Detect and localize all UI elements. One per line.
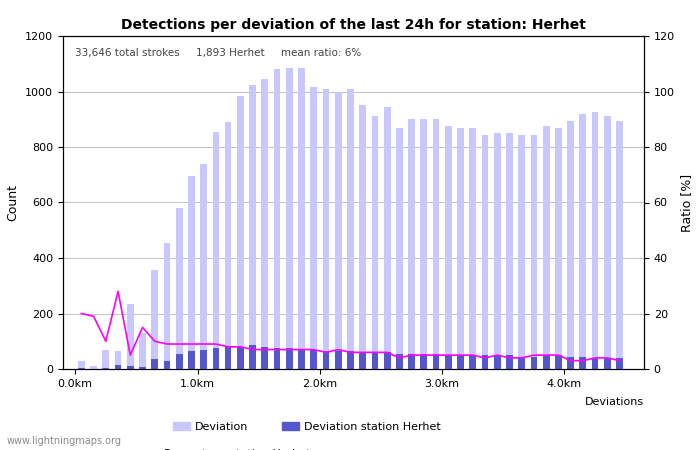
Bar (408, 354, 415, 369)
Bar (335, 351, 342, 369)
Bar (298, 68, 305, 369)
Bar (323, 351, 329, 369)
Bar (567, 121, 574, 369)
Bar (506, 133, 513, 369)
Bar (384, 107, 391, 369)
Bar (531, 135, 538, 369)
Bar (310, 350, 317, 369)
Bar (604, 358, 610, 369)
Bar (421, 354, 427, 369)
Bar (457, 355, 464, 369)
Bar (225, 122, 232, 369)
Bar (555, 127, 561, 369)
Bar (200, 164, 207, 369)
Bar (262, 79, 268, 369)
Bar (506, 355, 513, 369)
Bar (90, 366, 97, 369)
Bar (213, 132, 219, 369)
Bar (580, 356, 586, 369)
Bar (542, 126, 550, 369)
Bar (127, 366, 134, 369)
Bar (408, 119, 415, 369)
Bar (237, 347, 244, 369)
Bar (274, 348, 281, 369)
Y-axis label: Ratio [%]: Ratio [%] (680, 173, 694, 232)
Bar (127, 304, 134, 369)
Bar (616, 121, 623, 369)
Text: www.lightningmaps.org: www.lightningmaps.org (7, 436, 122, 446)
Bar (102, 350, 109, 369)
Bar (470, 355, 476, 369)
Y-axis label: Count: Count (6, 184, 20, 221)
Bar (616, 358, 623, 369)
Bar (372, 352, 378, 369)
Bar (518, 135, 525, 369)
Bar (494, 355, 500, 369)
Bar (531, 356, 538, 369)
Bar (445, 355, 452, 369)
Bar (592, 358, 598, 369)
Bar (151, 270, 158, 369)
Bar (567, 356, 574, 369)
Bar (249, 346, 256, 369)
Bar (323, 89, 329, 369)
Title: Detections per deviation of the last 24h for station: Herhet: Detections per deviation of the last 24h… (121, 18, 586, 32)
Legend: Percentage station Herhet: Percentage station Herhet (137, 445, 314, 450)
Bar (359, 352, 366, 369)
Text: 33,646 total strokes     1,893 Herhet     mean ratio: 6%: 33,646 total strokes 1,893 Herhet mean r… (75, 48, 361, 58)
Bar (274, 69, 281, 369)
Bar (213, 348, 219, 369)
Bar (78, 360, 85, 369)
Bar (433, 119, 440, 369)
Bar (102, 368, 109, 369)
Bar (518, 356, 525, 369)
Bar (249, 85, 256, 369)
Bar (482, 355, 489, 369)
Bar (188, 351, 195, 369)
Bar (115, 365, 121, 369)
Bar (494, 133, 500, 369)
Bar (347, 351, 354, 369)
Bar (164, 360, 170, 369)
Bar (555, 355, 561, 369)
Bar (200, 350, 207, 369)
Bar (164, 243, 170, 369)
Bar (139, 367, 146, 369)
Bar (286, 348, 293, 369)
Bar (421, 119, 427, 369)
Bar (396, 127, 402, 369)
Bar (237, 96, 244, 369)
Bar (482, 135, 489, 369)
Bar (470, 127, 476, 369)
Bar (262, 347, 268, 369)
Bar (310, 87, 317, 369)
Bar (433, 354, 440, 369)
Bar (604, 117, 610, 369)
Bar (396, 354, 402, 369)
Bar (457, 127, 464, 369)
Bar (151, 359, 158, 369)
Bar (298, 350, 305, 369)
Bar (372, 117, 378, 369)
Bar (592, 112, 598, 369)
Bar (139, 333, 146, 369)
Bar (542, 355, 550, 369)
Bar (176, 208, 183, 369)
Text: Deviations: Deviations (585, 397, 644, 407)
Bar (188, 176, 195, 369)
Bar (176, 354, 183, 369)
Bar (335, 91, 342, 369)
Bar (286, 68, 293, 369)
Bar (580, 114, 586, 369)
Bar (445, 126, 452, 369)
Bar (115, 351, 121, 369)
Bar (347, 89, 354, 369)
Bar (359, 105, 366, 369)
Bar (384, 352, 391, 369)
Bar (225, 347, 232, 369)
